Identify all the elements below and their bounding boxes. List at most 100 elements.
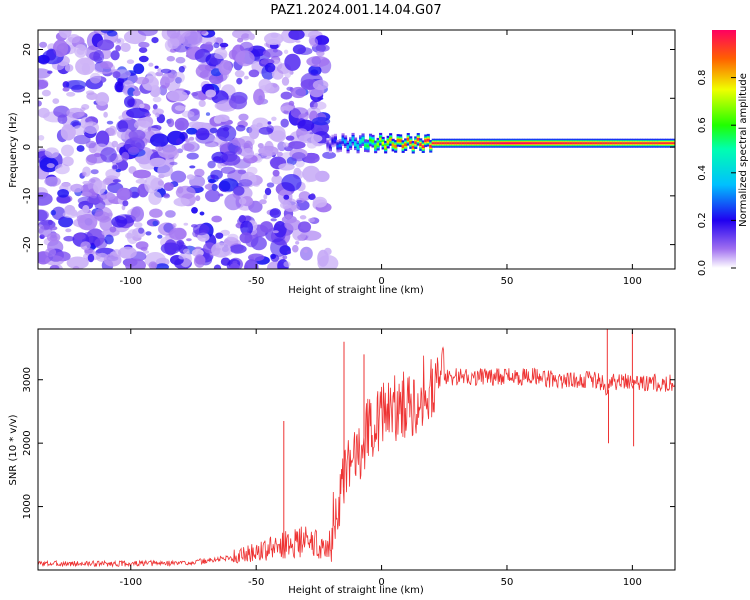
noise-blob xyxy=(244,259,259,269)
noise-blob xyxy=(107,212,113,217)
noise-blob xyxy=(211,215,223,223)
noise-blob xyxy=(217,193,224,197)
noise-blob xyxy=(238,215,246,223)
signal-band-segment xyxy=(649,142,653,145)
colorbar: 0.0 0.2 0.4 0.6 0.8 Normalized spectral ampl… xyxy=(697,30,749,276)
noise-blob xyxy=(131,206,144,222)
noise-blob xyxy=(103,111,108,118)
noise-blob xyxy=(219,42,229,48)
noise-blob xyxy=(227,233,239,242)
noise-blob xyxy=(47,219,53,225)
noise-blob xyxy=(264,187,272,196)
signal-band-segment xyxy=(517,142,521,145)
noise-blob xyxy=(253,88,265,106)
signal-band-segment xyxy=(622,142,626,145)
signal-band-segment xyxy=(491,142,495,145)
signal-band-segment xyxy=(557,142,561,145)
signal-band-segment xyxy=(446,142,450,145)
signal-band-segment xyxy=(582,142,586,145)
noise-blob xyxy=(95,92,110,106)
signal-band-segment xyxy=(542,142,546,145)
noise-blob xyxy=(280,91,293,100)
noise-blob xyxy=(211,183,218,191)
signal-band-segment xyxy=(449,142,453,145)
noise-blob xyxy=(100,147,117,163)
noise-blob xyxy=(229,244,247,254)
noise-blob xyxy=(185,138,190,144)
noise-blob xyxy=(89,72,102,84)
signal-band-segment xyxy=(660,142,664,145)
noise-blob xyxy=(309,193,316,199)
noise-blob xyxy=(151,37,159,44)
noise-blob xyxy=(186,127,198,135)
signal-band-segment xyxy=(394,145,398,148)
noise-blob xyxy=(312,79,329,91)
signal-band-segment xyxy=(504,142,508,145)
signal-band-segment xyxy=(594,142,598,145)
noise-blob xyxy=(188,136,195,141)
noise-blob xyxy=(132,90,141,97)
noise-blob xyxy=(310,69,319,75)
colorbar-ticks: 0.0 0.2 0.4 0.6 0.8 xyxy=(697,70,736,276)
noise-blob xyxy=(235,50,255,67)
x-tick-label: 0 xyxy=(378,276,384,287)
noise-blob xyxy=(46,232,61,243)
noise-blob xyxy=(188,121,202,128)
noise-blob xyxy=(218,60,232,76)
noise-blob xyxy=(183,222,189,226)
noise-blob xyxy=(148,261,158,269)
signal-band-segment xyxy=(386,140,390,144)
signal-band-segment xyxy=(527,142,531,145)
noise-blob xyxy=(224,193,243,211)
signal-band-segment xyxy=(464,142,468,145)
signal-band-segment xyxy=(662,142,666,145)
noise-blob xyxy=(110,50,120,61)
x-tick-label: 0 xyxy=(378,577,384,588)
noise-blob xyxy=(62,156,74,167)
signal-band-segment xyxy=(562,142,566,145)
noise-blob xyxy=(234,70,245,78)
noise-blob xyxy=(211,242,231,258)
signal-band-segment xyxy=(331,139,335,143)
noise-blob xyxy=(150,133,169,148)
noise-blob xyxy=(269,208,281,219)
signal-band-segment xyxy=(597,142,601,145)
noise-blob xyxy=(286,250,292,255)
colorbar-tick-label: 0.8 xyxy=(697,70,708,86)
noise-blob xyxy=(75,57,96,76)
noise-blob xyxy=(167,118,175,128)
spectrogram-xlabel: Height of straight line (km) xyxy=(288,285,424,296)
noise-blob xyxy=(65,228,72,233)
signal-band-segment xyxy=(369,138,373,142)
noise-blob xyxy=(126,229,139,245)
noise-blob xyxy=(138,227,145,234)
noise-blob xyxy=(306,179,312,183)
signal-band-segment xyxy=(346,145,350,149)
noise-blob xyxy=(111,216,128,228)
noise-blob xyxy=(104,234,114,245)
noise-blob xyxy=(41,89,51,97)
noise-blob xyxy=(85,90,95,96)
signal-band-segment xyxy=(514,142,518,145)
signal-band-segment xyxy=(602,142,606,145)
signal-band-segment xyxy=(479,142,483,145)
noise-blob xyxy=(272,230,279,234)
noise-blob xyxy=(138,47,148,53)
noise-blob xyxy=(155,186,162,190)
noise-blob xyxy=(72,265,80,269)
snr-panel: -100 -50 0 50 100 1000 2000 3000 Height of stra… xyxy=(8,328,676,596)
signal-band-segment xyxy=(644,142,648,145)
noise-blob xyxy=(138,55,149,63)
signal-band-segment xyxy=(434,142,438,145)
y-tick-label: 2000 xyxy=(22,430,33,455)
noise-blob xyxy=(264,62,276,73)
noise-blob xyxy=(133,63,145,74)
noise-blob xyxy=(281,76,290,86)
noise-blob xyxy=(138,41,150,48)
signal-band-segment xyxy=(604,142,608,145)
noise-blob xyxy=(132,169,151,179)
noise-blob xyxy=(280,118,289,128)
signal-band-segment xyxy=(441,142,445,145)
colorbar-tick-label: 0.2 xyxy=(697,212,708,228)
